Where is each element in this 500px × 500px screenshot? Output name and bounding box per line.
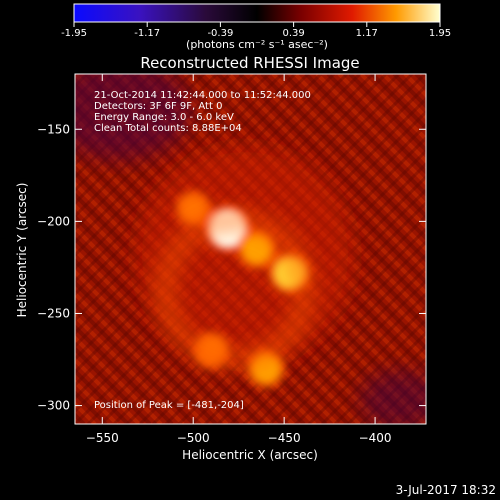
y-tick-label: −250: [37, 306, 70, 320]
peak-position-text: Position of Peak = [-481,-204]: [94, 400, 244, 411]
x-axis-ticks: −550 −500 −450 −400: [86, 74, 392, 445]
colorbar-label: (photons cm⁻² s⁻¹ asec⁻²): [186, 38, 328, 51]
colorbar-tick-label: 1.95: [429, 28, 451, 39]
colorbar-tick-label: 0.39: [282, 28, 304, 39]
annotation-line: 21-Oct-2014 11:42:44.000 to 11:52:44.000: [94, 90, 311, 101]
annotation-line: Energy Range: 3.0 - 6.0 keV: [94, 112, 234, 123]
colorbar-ticks: [73, 22, 441, 27]
annotation-block: 21-Oct-2014 11:42:44.000 to 11:52:44.000…: [94, 90, 311, 134]
emission-ring: [157, 212, 313, 368]
chart-title: Reconstructed RHESSI Image: [140, 54, 359, 72]
colorbar: [73, 3, 441, 23]
timestamp: 3-Jul-2017 18:32: [396, 483, 496, 497]
x-tick-label: −550: [86, 431, 119, 445]
colorbar-tick-label: 1.17: [356, 28, 378, 39]
x-tick-label: −450: [268, 431, 301, 445]
source-point: [180, 196, 206, 221]
annotation-line: Detectors: 3F 6F 9F, Att 0: [94, 101, 222, 112]
colorbar-tick-label: -1.17: [134, 28, 160, 39]
y-axis-ticks: −150 −200 −250 −300: [37, 122, 426, 413]
annotation-line: Clean Total counts: 8.88E+04: [94, 123, 242, 134]
y-tick-label: −300: [37, 399, 70, 413]
y-tick-label: −150: [37, 122, 70, 136]
x-tick-label: −400: [359, 431, 392, 445]
heatmap-image: [75, 74, 426, 424]
x-tick-label: −500: [177, 431, 210, 445]
colorbar-tick-label: -0.39: [207, 28, 233, 39]
colorbar-tick-labels: -1.95 -1.17 -0.39 0.39 1.17 1.95: [61, 28, 451, 39]
source-point: [242, 234, 272, 264]
y-axis-label: Heliocentric Y (arcsec): [15, 183, 29, 318]
x-axis-label: Heliocentric X (arcsec): [182, 448, 318, 462]
plot-frame: [74, 73, 427, 425]
y-tick-label: −200: [37, 214, 70, 228]
colorbar-tick-label: -1.95: [61, 28, 87, 39]
